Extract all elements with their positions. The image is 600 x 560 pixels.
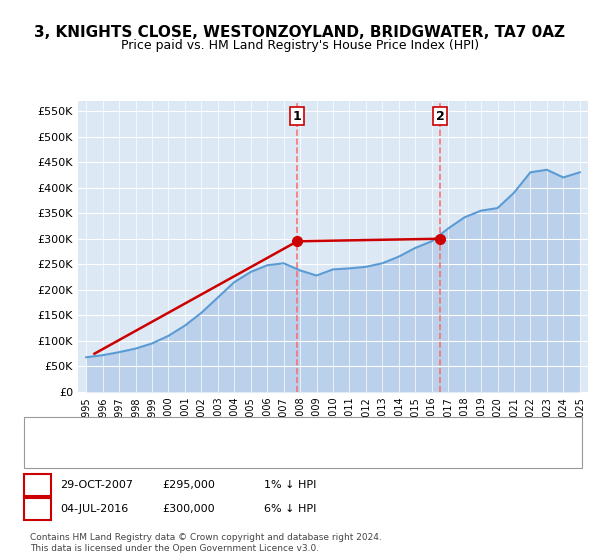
Text: £300,000: £300,000 — [162, 504, 215, 514]
Text: 3, KNIGHTS CLOSE, WESTONZOYLAND, BRIDGWATER, TA7 0AZ: 3, KNIGHTS CLOSE, WESTONZOYLAND, BRIDGWA… — [35, 25, 566, 40]
Text: 04-JUL-2016: 04-JUL-2016 — [60, 504, 128, 514]
Text: ——: —— — [42, 448, 70, 461]
Text: 3, KNIGHTS CLOSE, WESTONZOYLAND, BRIDGWATER, TA7 0AZ (detached house): 3, KNIGHTS CLOSE, WESTONZOYLAND, BRIDGWA… — [72, 429, 491, 439]
Text: 1% ↓ HPI: 1% ↓ HPI — [264, 480, 316, 490]
Text: ——: —— — [42, 427, 70, 441]
Text: 2: 2 — [436, 110, 445, 123]
Text: 2: 2 — [34, 502, 42, 516]
Text: Contains HM Land Registry data © Crown copyright and database right 2024.
This d: Contains HM Land Registry data © Crown c… — [30, 533, 382, 553]
Text: Price paid vs. HM Land Registry's House Price Index (HPI): Price paid vs. HM Land Registry's House … — [121, 39, 479, 52]
Text: £295,000: £295,000 — [162, 480, 215, 490]
Text: 6% ↓ HPI: 6% ↓ HPI — [264, 504, 316, 514]
Text: 29-OCT-2007: 29-OCT-2007 — [60, 480, 133, 490]
Text: HPI: Average price, detached house, Somerset: HPI: Average price, detached house, Some… — [72, 450, 315, 460]
Text: 1: 1 — [293, 110, 302, 123]
Text: 1: 1 — [34, 478, 42, 492]
